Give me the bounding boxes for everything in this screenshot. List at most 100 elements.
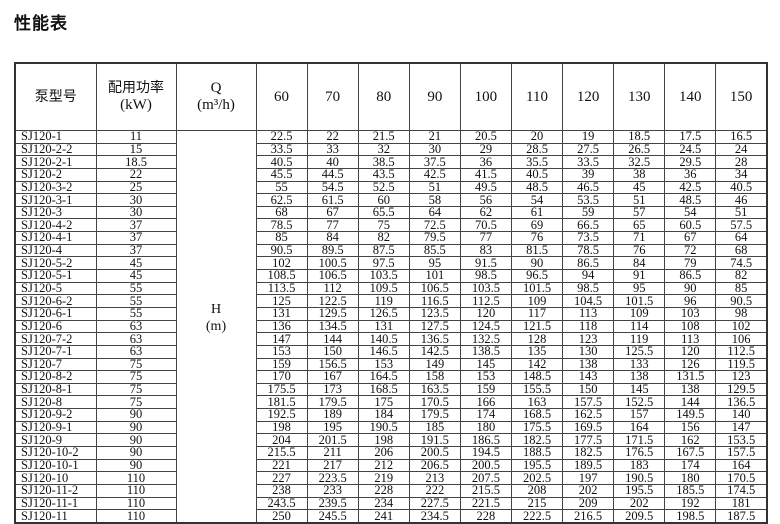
power-cell: 90: [95, 408, 177, 422]
head-value-cell: 106: [715, 332, 768, 346]
head-value-cell: 40: [306, 155, 359, 169]
head-value-cell: 116.5: [408, 294, 461, 308]
head-value-cell: 106.5: [408, 281, 461, 296]
head-value-cell: 119: [357, 294, 410, 308]
table-row: SJ120-8-2 75 170 167 164.5 158 153 148.5 143 138 1…: [14, 370, 768, 384]
head-value-cell: 128: [510, 332, 564, 346]
head-value-cell: 32: [357, 142, 410, 157]
model-cell: SJ120-8: [14, 395, 97, 410]
head-value-cell: 73.5: [562, 231, 615, 245]
head-value-cell: 227: [255, 471, 308, 485]
head-value-cell: 129.5: [306, 306, 359, 321]
head-value-cell: 250: [255, 509, 308, 524]
head-value-cell: 81.5: [510, 243, 564, 258]
power-cell: 55: [95, 294, 177, 308]
head-value-cell: 241: [357, 509, 410, 524]
head-value-cell: 157: [613, 408, 666, 422]
head-value-cell: 64: [715, 231, 768, 245]
head-value-cell: 87.5: [357, 243, 410, 258]
head-value-cell: 181.5: [255, 395, 308, 410]
model-cell: SJ120-2: [14, 167, 97, 182]
head-value-cell: 33.5: [255, 142, 308, 157]
head-value-cell: 118: [562, 319, 615, 334]
head-value-cell: 198: [357, 433, 410, 448]
head-value-cell: 95: [408, 256, 461, 271]
head-value-cell: 136: [255, 319, 308, 334]
head-value-cell: 169.5: [562, 420, 615, 435]
table-row: SJ120-5-2 45 102 100.5 97.5 95 91.5 90 86.5 84 79 7…: [14, 256, 768, 271]
head-value-cell: 97.5: [357, 256, 410, 271]
head-value-cell: 83: [459, 243, 512, 258]
head-value-cell: 33: [306, 142, 359, 157]
head-value-cell: 146.5: [357, 344, 410, 359]
head-value-cell: 62: [459, 205, 512, 220]
table-row: SJ120-6 63 136 134.5 131 127.5 124.5 121.5 118 11…: [14, 319, 768, 334]
head-value-cell: 30: [408, 142, 461, 157]
head-value-cell: 219: [357, 471, 410, 485]
head-value-cell: 138: [613, 370, 666, 384]
head-value-cell: 108: [664, 319, 717, 334]
table-row: SJ120-10 110 227 223.5 219 213 207.5 202.5 197 19…: [14, 471, 768, 485]
model-cell: SJ120-7-2: [14, 332, 97, 346]
head-value-cell: 68: [715, 243, 768, 258]
power-cell: 25: [95, 180, 177, 195]
header-model: 泵型号: [14, 62, 97, 131]
head-value-cell: 113.5: [255, 281, 308, 296]
power-cell: 63: [95, 319, 177, 334]
table-row: SJ120-1 11 H (m) 22.5 22 21.5 21 20.5 20 19 18.5 17.…: [14, 129, 768, 524]
table-row: SJ120-7 75 159 156.5 153 149 145 142 138 133 126 11…: [14, 357, 768, 372]
head-value-cell: 86.5: [664, 269, 717, 283]
head-value-cell: 185: [408, 420, 461, 435]
head-value-cell: 28.5: [510, 142, 564, 157]
head-value-cell: 35.5: [510, 155, 564, 169]
model-cell: SJ120-10-1: [14, 458, 97, 473]
head-value-cell: 138.5: [459, 344, 512, 359]
head-value-cell: 136.5: [715, 395, 768, 410]
head-value-cell: 195: [306, 420, 359, 435]
model-cell: SJ120-6: [14, 319, 97, 334]
head-value-cell: 183: [613, 458, 666, 473]
head-value-cell: 212: [357, 458, 410, 473]
head-value-cell: 209.5: [613, 509, 666, 524]
head-value-cell: 109.5: [357, 281, 410, 296]
head-value-cell: 202: [613, 496, 666, 511]
head-value-cell: 51: [408, 180, 461, 195]
head-value-cell: 84: [306, 231, 359, 245]
head-value-cell: 95: [613, 281, 666, 296]
head-value-cell: 185.5: [664, 483, 717, 498]
head-h-unit: (m): [205, 319, 227, 335]
model-cell: SJ120-2-2: [14, 142, 97, 157]
model-cell: SJ120-10-2: [14, 446, 97, 460]
head-value-cell: 181: [715, 496, 768, 511]
head-value-cell: 175.5: [510, 420, 564, 435]
power-cell: 63: [95, 332, 177, 346]
head-value-cell: 38.5: [357, 155, 410, 169]
head-value-cell: 133: [613, 357, 666, 372]
table-row: SJ120-6-1 55 131 129.5 126.5 123.5 120 117 113 10…: [14, 306, 768, 321]
model-cell: SJ120-8-2: [14, 370, 97, 384]
head-value-cell: 49.5: [459, 180, 512, 195]
head-value-cell: 198.5: [664, 509, 717, 524]
head-value-cell: 156: [664, 420, 717, 435]
head-value-cell: 228: [459, 509, 512, 524]
header-flow-150: 150: [715, 62, 768, 131]
head-value-cell: 114: [613, 319, 666, 334]
head-value-cell: 201.5: [306, 433, 359, 448]
head-value-cell: 101.5: [510, 281, 564, 296]
table-row: SJ120-4-2 37 78.5 77 75 72.5 70.5 69 66.5 65 60.5 5…: [14, 218, 768, 233]
model-cell: SJ120-5-1: [14, 269, 97, 283]
table-row: SJ120-4 37 90.5 89.5 87.5 85.5 83 81.5 78.5 76 72 6…: [14, 243, 768, 258]
header-flow-80: 80: [357, 62, 410, 131]
head-value-cell: 51: [613, 193, 666, 207]
table-row: SJ120-8-1 75 175.5 173 168.5 163.5 159 155.5 150…: [14, 382, 768, 397]
head-h: H: [210, 302, 222, 318]
header-flow-110: 110: [510, 62, 564, 131]
head-value-cell: 67: [306, 205, 359, 220]
table-row: SJ120-11 110 250 245.5 241 234.5 228 222.5 216.5…: [14, 509, 768, 524]
table-row: SJ120-11-2 110 238 233 228 222 215.5 208 202 195.…: [14, 483, 768, 498]
head-value-cell: 72: [664, 243, 717, 258]
table-row: SJ120-9 90 204 201.5 198 191.5 186.5 182.5 177.5…: [14, 433, 768, 448]
head-value-cell: 100.5: [306, 256, 359, 271]
head-value-cell: 124.5: [459, 319, 512, 334]
head-value-cell: 90.5: [255, 243, 308, 258]
